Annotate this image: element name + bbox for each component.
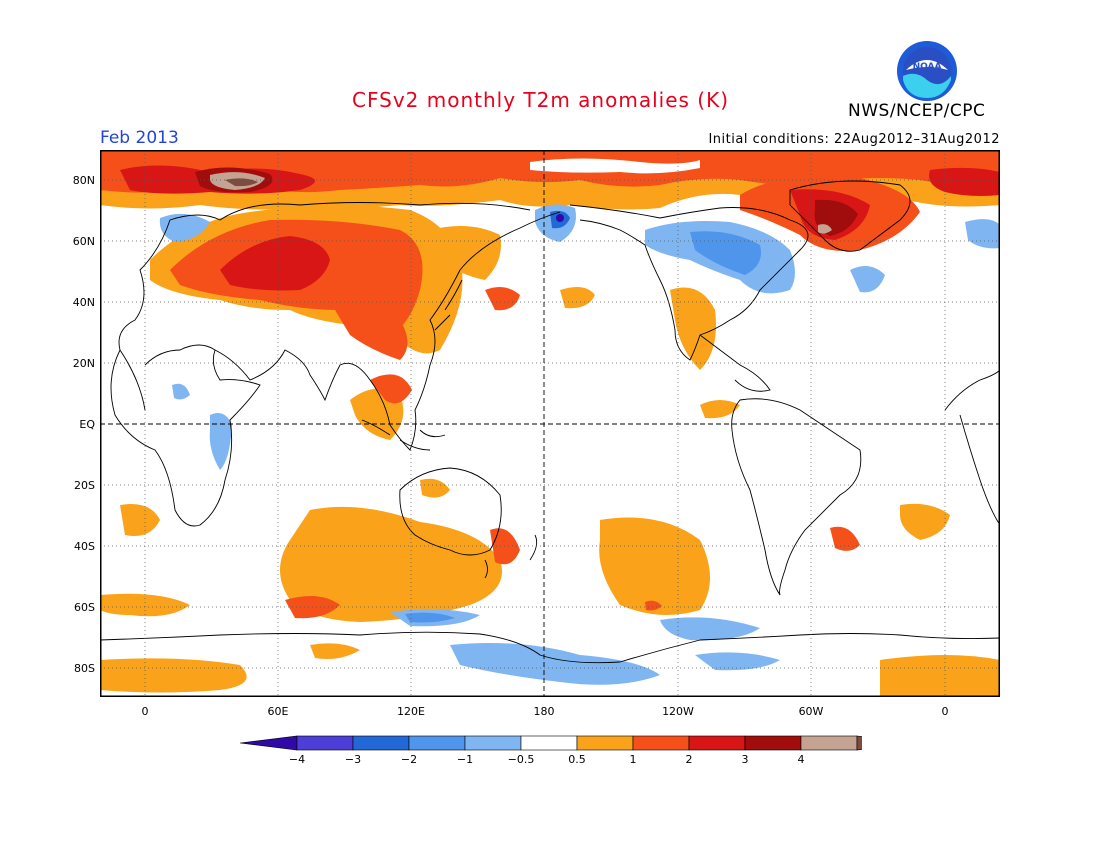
- map-frame: [100, 150, 1000, 697]
- colorbar-label: −2: [401, 753, 417, 766]
- colorbar-label: 1: [630, 753, 637, 766]
- colorbar-label: 4: [798, 753, 805, 766]
- lat-label-eq: EQ: [79, 418, 95, 431]
- lon-label-0: 0: [141, 705, 149, 718]
- colorbar-cell: [576, 735, 634, 751]
- greenland-warm-anomaly: [740, 176, 920, 251]
- colorbar-cell: [632, 735, 690, 751]
- colorbar-label: 0.5: [568, 753, 586, 766]
- lon-label-120w: 120W: [662, 705, 694, 718]
- colorbar-cell: [296, 735, 354, 751]
- lon-label-0-east: 0: [941, 705, 949, 718]
- lat-label-40n: 40N: [72, 296, 95, 309]
- colorbar-label: 2: [686, 753, 693, 766]
- noaa-logo: NOAA: [897, 41, 957, 101]
- svg-text:NOAA: NOAA: [913, 62, 942, 72]
- pacific-warm-patches: [485, 286, 740, 419]
- colorbar-label: −4: [289, 753, 305, 766]
- colorbar-cell: [688, 735, 746, 751]
- europe-cold-anomaly: [159, 213, 1000, 249]
- africa-cold-anomaly: [172, 383, 232, 470]
- bering-cold-anomaly: [535, 204, 576, 242]
- lon-label-60e: 60E: [267, 705, 289, 718]
- colorbar-cell: [800, 735, 858, 751]
- colorbar-cell: [856, 735, 862, 751]
- lat-label-60n: 60N: [72, 235, 95, 248]
- lat-label-20s: 20S: [74, 479, 95, 492]
- lat-label-80s: 80S: [74, 662, 95, 675]
- colorbar-cell: [352, 735, 410, 751]
- colorbar-cell: [744, 735, 802, 751]
- lon-label-120e: 120E: [397, 705, 425, 718]
- lat-label-40s: 40S: [74, 540, 95, 553]
- lat-label-60s: 60S: [74, 601, 95, 614]
- lon-label-180: 180: [533, 705, 555, 718]
- colorbar: −4 −3 −2 −1 −0.5 0.5 1 2 3 4: [240, 735, 862, 766]
- map-title: CFSv2 monthly T2m anomalies (K): [352, 88, 729, 112]
- southern-ocean-warm-anomaly: [100, 478, 1000, 697]
- colorbar-cell: [464, 735, 522, 751]
- initial-conditions: Initial conditions: 22Aug2012–31Aug2012: [708, 132, 1000, 147]
- colorbar-cells: [240, 735, 862, 751]
- organization-label: NWS/NCEP/CPC: [848, 101, 986, 121]
- colorbar-label: −3: [345, 753, 361, 766]
- coastlines: [100, 180, 1000, 664]
- north-america-cold-anomaly: [645, 221, 885, 294]
- lon-label-60w: 60W: [798, 705, 824, 718]
- colorbar-label: −0.5: [508, 753, 535, 766]
- equator-dateline: [100, 150, 1000, 697]
- colorbar-label: −1: [457, 753, 473, 766]
- colorbar-cell: [408, 735, 466, 751]
- colorbar-cell: [240, 735, 298, 751]
- eurasia-warm-anomaly: [150, 205, 501, 440]
- southern-ocean-cold-anomaly: [390, 609, 780, 685]
- lat-label-20n: 20N: [72, 357, 95, 370]
- forecast-month: Feb 2013: [100, 128, 179, 148]
- colorbar-label: 3: [742, 753, 749, 766]
- colorbar-cell: [520, 735, 578, 751]
- anomaly-map: [100, 150, 1000, 697]
- colorbar-labels: −4 −3 −2 −1 −0.5 0.5 1 2 3 4: [289, 753, 805, 766]
- lat-label-80n: 80N: [72, 174, 95, 187]
